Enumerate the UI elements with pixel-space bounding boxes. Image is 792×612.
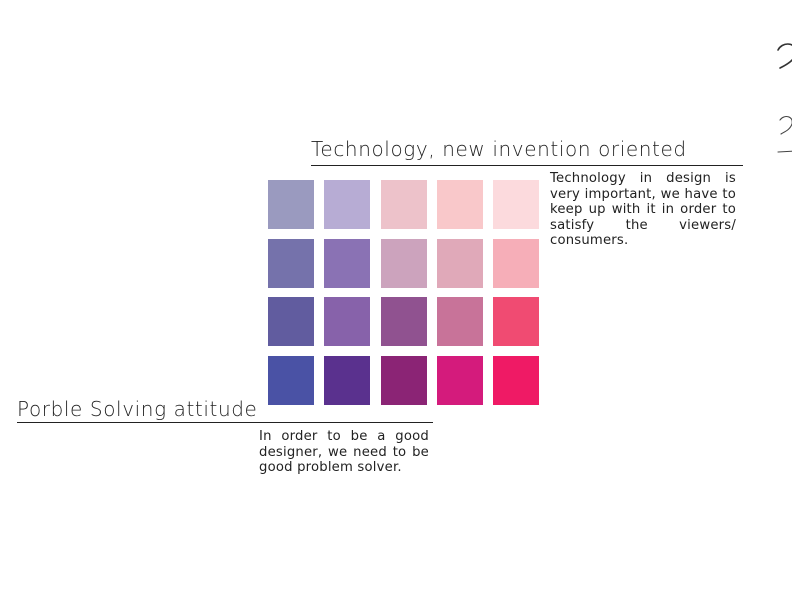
color-swatch-r2-c2 <box>324 238 371 288</box>
color-swatch-r3-c4 <box>436 297 483 347</box>
color-swatch-r3-c1 <box>268 297 314 347</box>
color-swatch-r1-c2 <box>324 180 371 229</box>
color-swatch-r4-c2 <box>324 356 371 406</box>
color-swatch-r1-c4 <box>436 180 483 229</box>
color-swatch-r1-c1 <box>268 180 314 229</box>
problem-solving-heading: Porble Solving attitude <box>17 397 258 421</box>
technology-underline <box>311 165 743 166</box>
technology-heading: Technology, new invention oriented <box>311 137 687 161</box>
problem-solving-underline <box>17 422 433 423</box>
color-swatch-r4-c4 <box>436 356 483 406</box>
color-swatch-r4-c5 <box>493 356 539 406</box>
color-swatch-r1-c3 <box>380 180 427 229</box>
color-swatch-r2-c4 <box>436 238 483 288</box>
technology-description: Technology in design is very important, … <box>550 171 736 249</box>
color-swatch-r3-c2 <box>324 297 371 347</box>
problem-solving-description: In order to be a good designer, we need … <box>259 429 429 476</box>
color-swatch-r3-c3 <box>380 297 427 347</box>
color-swatch-grid <box>268 180 539 406</box>
color-swatch-r1-c5 <box>493 180 539 229</box>
color-swatch-r2-c1 <box>268 238 314 288</box>
color-swatch-r4-c1 <box>268 356 314 406</box>
color-swatch-r2-c3 <box>380 238 427 288</box>
cropped-title-glyph <box>777 43 792 153</box>
color-swatch-r3-c5 <box>493 297 539 347</box>
color-swatch-r2-c5 <box>493 238 539 288</box>
color-swatch-r4-c3 <box>380 356 427 406</box>
